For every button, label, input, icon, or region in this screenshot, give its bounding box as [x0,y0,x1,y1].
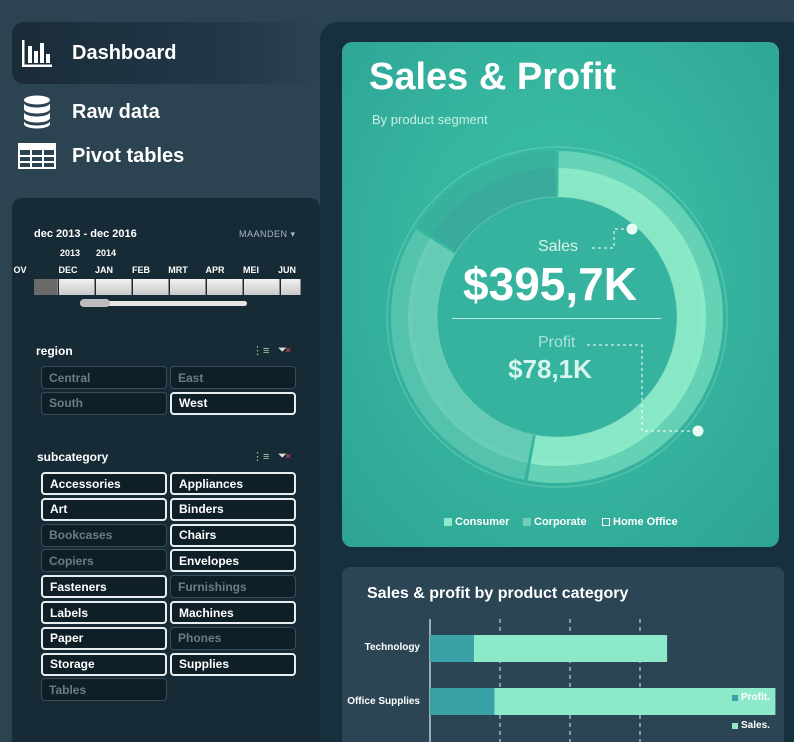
bar-technology-sales [473,635,668,662]
timeline-month: JAN [94,265,113,275]
legend-sales: Sales. [732,720,770,731]
timeline-month-bar[interactable] [281,279,301,295]
timeline-month: JUN [277,265,296,275]
donut-slice-home-office [432,168,557,253]
subcategory-chip-copiers[interactable]: Copiers [41,549,167,573]
timeline-month: OV [13,265,27,275]
clear-filter-icon[interactable]: ⏷✕ [278,344,292,356]
nav-dashboard-label: Dashboard [72,41,177,64]
subcategory-chip-art[interactable]: Art [41,497,167,521]
region-chip-south[interactable]: South [41,391,167,415]
timeline-month-bar[interactable] [96,279,132,295]
timeline-month: APR [205,265,225,275]
timeline-scrollbar-thumb[interactable] [80,299,110,307]
legend-swatch [523,518,531,526]
subcategory-chip-storage[interactable]: Storage [41,652,167,676]
bar-office-supplies-profit [430,688,495,715]
multi-select-icon[interactable]: ⋮≡ [252,345,270,357]
bar-office-supplies-sales [494,688,776,715]
table-icon [12,143,62,169]
timeline-month-bar[interactable] [207,279,243,295]
subcategory-chip-fasteners[interactable]: Fasteners [41,575,167,599]
center-divider [452,318,661,319]
region-slicer-title: region [36,344,73,358]
category-label-office-supplies: Office Supplies [347,696,420,707]
database-icon [12,95,62,129]
sales-label: Sales [538,238,579,255]
clear-filter-icon[interactable]: ⏷✕ [278,450,292,462]
subcategory-chip-paper[interactable]: Paper [41,626,167,650]
subcategory-chip-chairs[interactable]: Chairs [170,523,296,547]
donut-slice-home-office [417,151,556,239]
filter-panel: dec 2013 - dec 2016 MAANDEN ▾ 2013 2014 … [12,198,320,742]
profit-label: Profit [538,334,576,351]
region-chip-east[interactable]: East [170,366,296,389]
timeline-month-bar[interactable] [59,279,95,295]
segment-donut-chart [386,146,728,488]
timeline-year: 2013 [60,248,81,258]
legend-swatch [444,518,452,526]
timeline-month-bar[interactable] [133,279,169,295]
bar-chart-icon [12,38,62,68]
timeline-unit-dropdown[interactable]: MAANDEN ▾ [239,229,296,239]
region-chip-central[interactable]: Central [41,366,167,389]
timeline-month: MEI [242,265,259,275]
profit-value: $78,1K [508,354,592,384]
donut-slice-corporate [408,238,534,464]
region-chip-west[interactable]: West [170,391,296,415]
subcategory-chip-furnishings[interactable]: Furnishings [170,575,296,599]
sales-value: $395,7K [463,258,637,310]
subcategory-chip-labels[interactable]: Labels [41,601,167,624]
multi-select-icon[interactable]: ⋮≡ [252,451,270,463]
donut-slice-consumer [530,168,706,466]
subcategory-chip-accessories[interactable]: Accessories [41,472,167,495]
timeline-scrollbar[interactable] [80,301,247,306]
timeline-month: MRT [168,265,188,275]
legend-home-office: Home Office [602,516,678,528]
legend-swatch [732,722,738,729]
legend-corporate: Corporate [523,516,587,528]
category-label-technology: Technology [364,642,420,653]
category-bar-chart [429,619,776,742]
legend-consumer: Consumer [444,516,509,528]
legend-profit: Profit. [732,692,770,703]
subcategory-chip-phones[interactable]: Phones [170,626,296,650]
timeline-month-bar[interactable] [170,279,206,295]
subcategory-chip-machines[interactable]: Machines [170,601,296,624]
subcategory-chip-bookcases[interactable]: Bookcases [41,523,167,547]
category-bar-card: Sales & profit by product category Techn… [342,567,784,742]
donut-slice-consumer [527,151,723,483]
timeline-range: dec 2013 - dec 2016 [34,228,137,240]
bar-technology-profit [430,635,474,662]
card-subtitle: By product segment [372,112,488,127]
timeline-month: FEB [132,265,150,275]
nav-pivot-tables-label: Pivot tables [72,144,185,167]
timeline-month-bar[interactable] [244,279,280,295]
subcategory-chip-tables[interactable]: Tables [41,678,167,702]
nav-raw-data-label: Raw data [72,100,160,123]
donut-slice-corporate [391,229,529,480]
timeline-month: DEC [58,265,78,275]
subcategory-chip-envelopes[interactable]: Envelopes [170,549,296,573]
subcategory-chip-appliances[interactable]: Appliances [170,472,296,495]
legend-swatch [732,694,738,701]
nav-raw-data[interactable]: Raw data [12,82,322,142]
category-chart-title: Sales & profit by product category [367,585,629,602]
subcategory-slicer-title: subcategory [37,450,109,464]
timeline-year: 2014 [96,248,117,258]
sales-profit-card: Sales & Profit By product segment Sales … [342,42,779,547]
timeline-month-bar[interactable] [34,279,58,295]
legend-swatch [602,518,610,526]
card-title: Sales & Profit [369,56,617,98]
nav-pivot-tables[interactable]: Pivot tables [12,126,322,186]
subcategory-chip-binders[interactable]: Binders [170,497,296,521]
subcategory-chip-supplies[interactable]: Supplies [170,652,296,676]
nav-dashboard[interactable]: Dashboard [12,22,322,84]
